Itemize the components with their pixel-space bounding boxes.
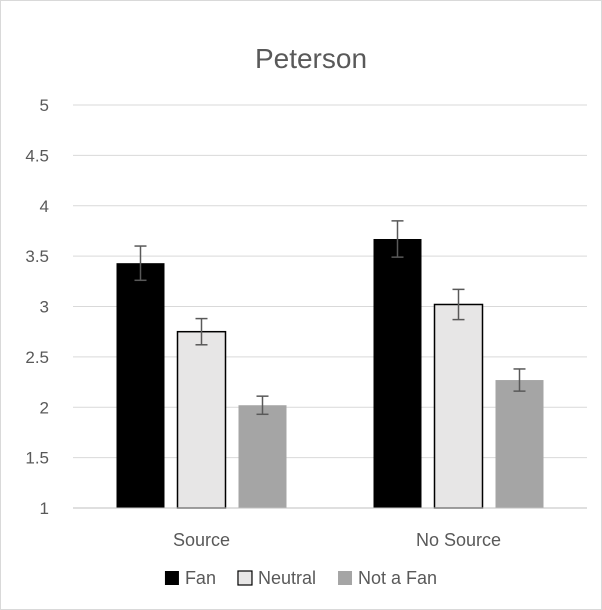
y-axis-tick-labels: 1 1.5 2 2.5 3 3.5 4 4.5 5 [25,96,49,518]
chart-title: Peterson [255,43,367,74]
y-tick-label: 2 [40,398,49,417]
x-axis-category-labels: Source No Source [173,530,501,550]
x-category-label: No Source [416,530,501,550]
bars [116,238,544,509]
bar-neutral [176,330,227,509]
y-tick-label: 5 [40,96,49,115]
y-tick-label: 4.5 [25,146,49,165]
y-tick-label: 1.5 [25,449,49,468]
x-category-label: Source [173,530,230,550]
legend-swatch-not-a-fan [338,571,353,585]
y-tick-label: 3.5 [25,247,49,266]
bar-fan [116,263,165,508]
bar-not-a-fan [495,380,544,508]
y-tick-label: 2.5 [25,348,49,367]
bar-neutral [433,303,484,509]
y-tick-label: 4 [40,197,49,216]
legend-label: Not a Fan [358,568,437,588]
bar-not-a-fan [238,405,287,508]
legend: Fan Neutral Not a Fan [164,568,437,588]
bar-fan [373,238,422,508]
legend-swatch-fan [164,571,179,585]
y-tick-label: 1 [40,499,49,518]
legend-label: Neutral [258,568,316,588]
legend-label: Fan [185,568,216,588]
error-bars [134,220,526,416]
y-tick-label: 3 [40,298,49,317]
legend-swatch-neutral [237,570,253,586]
